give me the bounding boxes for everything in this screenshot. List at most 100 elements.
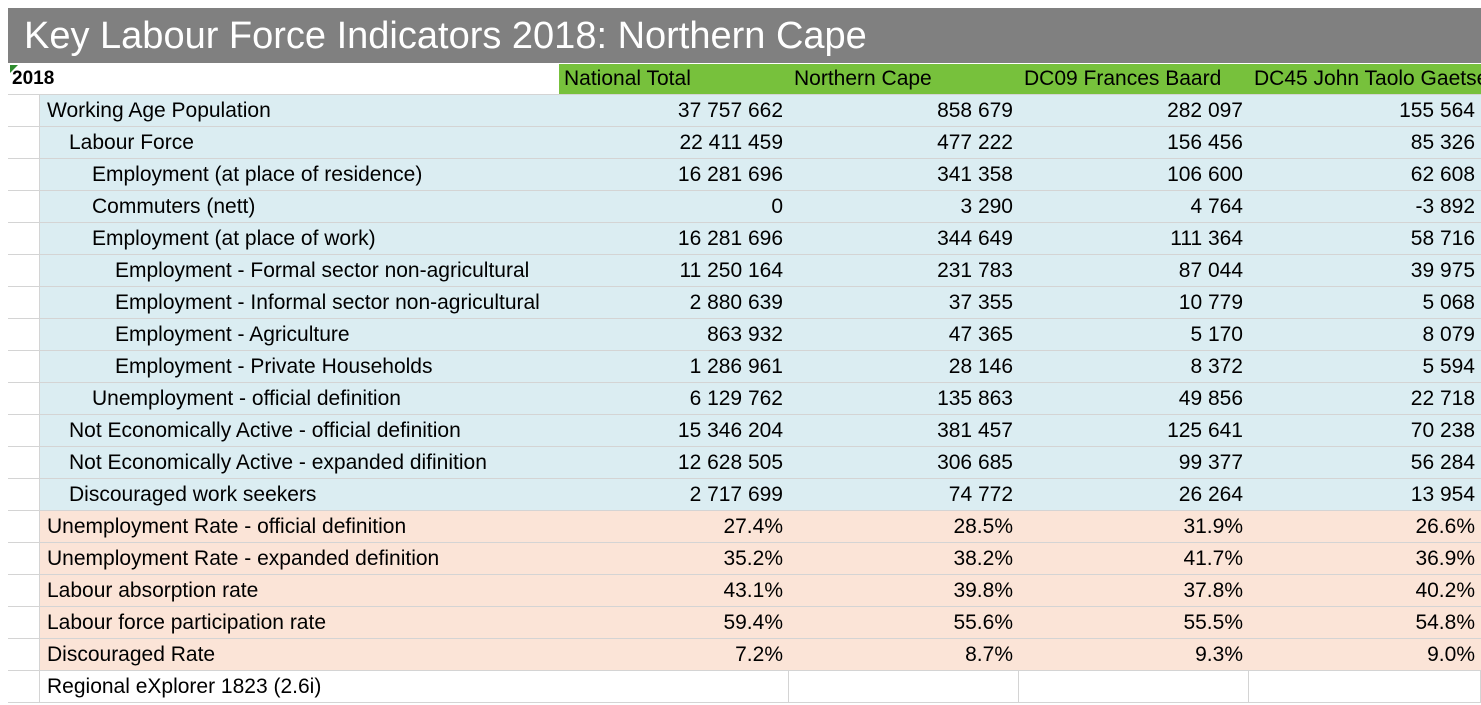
value-cell[interactable]: 22 411 459 bbox=[559, 127, 789, 158]
value-cell[interactable]: 37 757 662 bbox=[559, 95, 789, 126]
value-cell[interactable]: 26.6% bbox=[1249, 511, 1481, 542]
value-cell[interactable]: 858 679 bbox=[789, 95, 1019, 126]
value-cell[interactable]: 15 346 204 bbox=[559, 415, 789, 446]
value-cell[interactable]: -3 892 bbox=[1249, 191, 1481, 222]
column-header-northern-cape[interactable]: Northern Cape bbox=[789, 64, 1019, 94]
value-cell[interactable]: 87 044 bbox=[1019, 255, 1249, 286]
value-cell[interactable]: 35.2% bbox=[559, 543, 789, 574]
value-cell[interactable]: 6 129 762 bbox=[559, 383, 789, 414]
row-label: Unemployment Rate - expanded definition bbox=[40, 543, 559, 574]
year-label: 2018 bbox=[12, 68, 55, 89]
column-header-dc09[interactable]: DC09 Frances Baard bbox=[1019, 64, 1249, 94]
value-cell[interactable]: 85 326 bbox=[1249, 127, 1481, 158]
value-cell[interactable]: 155 564 bbox=[1249, 95, 1481, 126]
row-label: Labour absorption rate bbox=[40, 575, 559, 606]
value-cell[interactable]: 99 377 bbox=[1019, 447, 1249, 478]
value-cell[interactable]: 31.9% bbox=[1019, 511, 1249, 542]
empty-cell[interactable] bbox=[1249, 671, 1481, 702]
table-row: Employment (at place of work) 16 281 696… bbox=[8, 223, 1481, 255]
value-cell[interactable]: 47 365 bbox=[789, 319, 1019, 350]
value-cell[interactable]: 13 954 bbox=[1249, 479, 1481, 510]
value-cell[interactable]: 0 bbox=[559, 191, 789, 222]
value-cell[interactable]: 10 779 bbox=[1019, 287, 1249, 318]
value-cell[interactable]: 12 628 505 bbox=[559, 447, 789, 478]
value-cell[interactable]: 37.8% bbox=[1019, 575, 1249, 606]
row-gutter bbox=[8, 159, 40, 190]
table-row: Labour force participation rate 59.4% 55… bbox=[8, 607, 1481, 639]
value-cell[interactable]: 156 456 bbox=[1019, 127, 1249, 158]
empty-cell[interactable] bbox=[789, 671, 1019, 702]
row-gutter bbox=[8, 543, 40, 574]
value-cell[interactable]: 11 250 164 bbox=[559, 255, 789, 286]
source-note: Regional eXplorer 1823 (2.6i) bbox=[40, 671, 559, 702]
value-cell[interactable]: 2 717 699 bbox=[559, 479, 789, 510]
value-cell[interactable]: 282 097 bbox=[1019, 95, 1249, 126]
value-cell[interactable]: 135 863 bbox=[789, 383, 1019, 414]
value-cell[interactable]: 8 079 bbox=[1249, 319, 1481, 350]
table-row: Employment - Informal sector non-agricul… bbox=[8, 287, 1481, 319]
value-cell[interactable]: 1 286 961 bbox=[559, 351, 789, 382]
value-cell[interactable]: 4 764 bbox=[1019, 191, 1249, 222]
value-cell[interactable]: 41.7% bbox=[1019, 543, 1249, 574]
year-cell[interactable]: 2018 bbox=[8, 64, 559, 94]
value-cell[interactable]: 58 716 bbox=[1249, 223, 1481, 254]
value-cell[interactable]: 106 600 bbox=[1019, 159, 1249, 190]
row-label: Unemployment - official definition bbox=[40, 383, 559, 414]
value-cell[interactable]: 9.0% bbox=[1249, 639, 1481, 670]
value-cell[interactable]: 56 284 bbox=[1249, 447, 1481, 478]
value-cell[interactable]: 8 372 bbox=[1019, 351, 1249, 382]
row-gutter bbox=[8, 95, 40, 126]
value-cell[interactable]: 62 608 bbox=[1249, 159, 1481, 190]
value-cell[interactable]: 37 355 bbox=[789, 287, 1019, 318]
value-cell[interactable]: 36.9% bbox=[1249, 543, 1481, 574]
value-cell[interactable]: 54.8% bbox=[1249, 607, 1481, 638]
value-cell[interactable]: 5 068 bbox=[1249, 287, 1481, 318]
value-cell[interactable]: 27.4% bbox=[559, 511, 789, 542]
row-gutter bbox=[8, 351, 40, 382]
value-cell[interactable]: 8.7% bbox=[789, 639, 1019, 670]
value-cell[interactable]: 381 457 bbox=[789, 415, 1019, 446]
value-cell[interactable]: 306 685 bbox=[789, 447, 1019, 478]
value-cell[interactable]: 74 772 bbox=[789, 479, 1019, 510]
value-cell[interactable]: 477 222 bbox=[789, 127, 1019, 158]
value-cell[interactable]: 341 358 bbox=[789, 159, 1019, 190]
value-cell[interactable]: 16 281 696 bbox=[559, 159, 789, 190]
row-label: Not Economically Active - official defin… bbox=[40, 415, 559, 446]
value-cell[interactable]: 2 880 639 bbox=[559, 287, 789, 318]
value-cell[interactable]: 38.2% bbox=[789, 543, 1019, 574]
column-header-national[interactable]: National Total bbox=[559, 64, 789, 94]
indicator-table: 2018 National Total Northern Cape DC09 F… bbox=[8, 64, 1481, 703]
value-cell[interactable]: 3 290 bbox=[789, 191, 1019, 222]
value-cell[interactable]: 7.2% bbox=[559, 639, 789, 670]
value-cell[interactable]: 49 856 bbox=[1019, 383, 1249, 414]
value-cell[interactable]: 28.5% bbox=[789, 511, 1019, 542]
value-cell[interactable]: 231 783 bbox=[789, 255, 1019, 286]
value-cell[interactable]: 16 281 696 bbox=[559, 223, 789, 254]
value-cell[interactable]: 43.1% bbox=[559, 575, 789, 606]
value-cell[interactable]: 5 170 bbox=[1019, 319, 1249, 350]
value-cell[interactable]: 22 718 bbox=[1249, 383, 1481, 414]
value-cell[interactable]: 125 641 bbox=[1019, 415, 1249, 446]
value-cell[interactable]: 59.4% bbox=[559, 607, 789, 638]
column-header-dc45[interactable]: DC45 John Taolo Gaetsewe bbox=[1249, 64, 1481, 94]
value-cell[interactable]: 39.8% bbox=[789, 575, 1019, 606]
value-cell[interactable]: 40.2% bbox=[1249, 575, 1481, 606]
empty-cell[interactable] bbox=[559, 671, 789, 702]
value-cell[interactable]: 28 146 bbox=[789, 351, 1019, 382]
value-cell[interactable]: 9.3% bbox=[1019, 639, 1249, 670]
value-cell[interactable]: 5 594 bbox=[1249, 351, 1481, 382]
table-row: Discouraged work seekers 2 717 699 74 77… bbox=[8, 479, 1481, 511]
value-cell[interactable]: 70 238 bbox=[1249, 415, 1481, 446]
value-cell[interactable]: 111 364 bbox=[1019, 223, 1249, 254]
row-label: Labour force participation rate bbox=[40, 607, 559, 638]
sheet-title: Key Labour Force Indicators 2018: Northe… bbox=[8, 8, 1481, 63]
table-row: Unemployment Rate - expanded definition … bbox=[8, 543, 1481, 575]
value-cell[interactable]: 55.5% bbox=[1019, 607, 1249, 638]
value-cell[interactable]: 26 264 bbox=[1019, 479, 1249, 510]
value-cell[interactable]: 39 975 bbox=[1249, 255, 1481, 286]
value-cell[interactable]: 863 932 bbox=[559, 319, 789, 350]
value-cell[interactable]: 344 649 bbox=[789, 223, 1019, 254]
empty-cell[interactable] bbox=[1019, 671, 1249, 702]
value-cell[interactable]: 55.6% bbox=[789, 607, 1019, 638]
row-gutter bbox=[8, 287, 40, 318]
